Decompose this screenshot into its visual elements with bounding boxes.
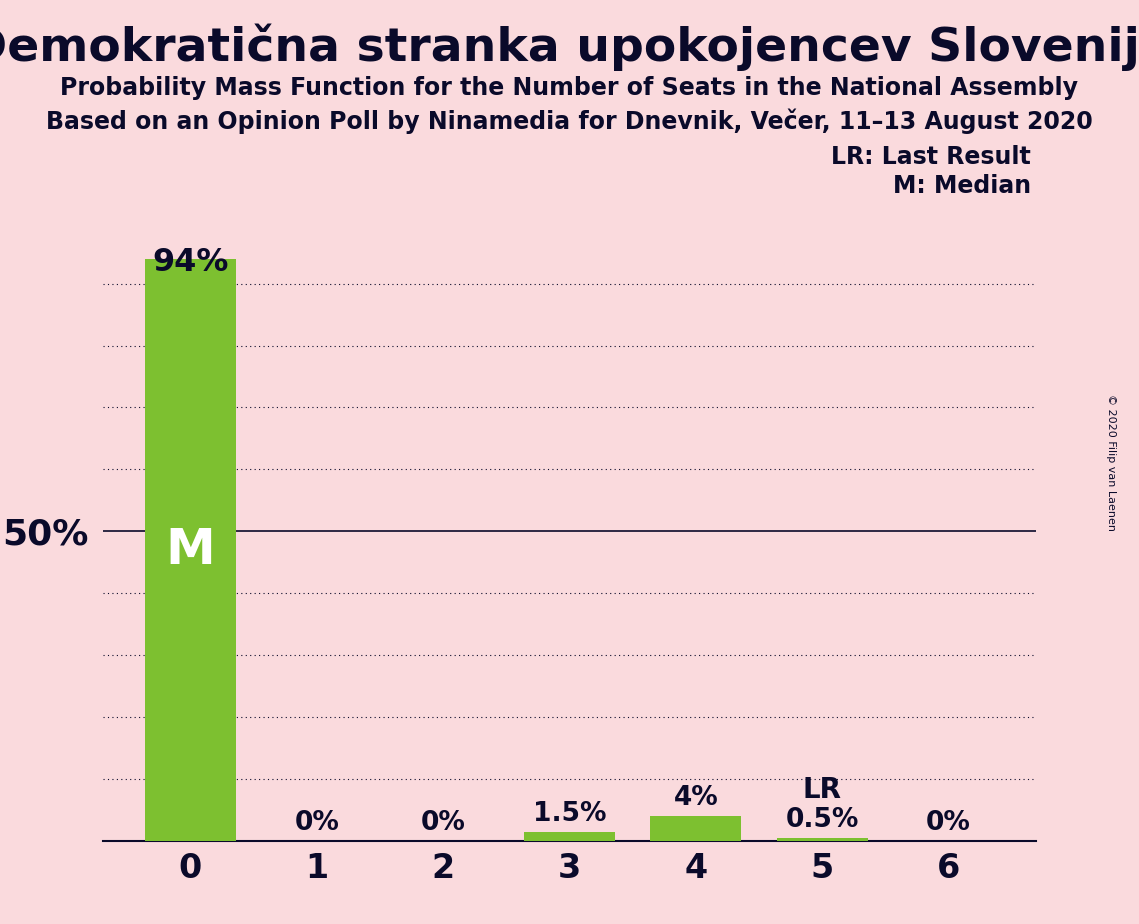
Text: 1.5%: 1.5%: [533, 800, 606, 827]
Text: Demokratična stranka upokojencev Slovenije: Demokratična stranka upokojencev Sloveni…: [0, 23, 1139, 70]
Bar: [145, 259, 236, 841]
Text: LR: LR: [803, 775, 842, 804]
Text: 0%: 0%: [294, 810, 339, 836]
Text: 0%: 0%: [420, 810, 466, 836]
Bar: [524, 832, 615, 841]
Text: Probability Mass Function for the Number of Seats in the National Assembly: Probability Mass Function for the Number…: [60, 76, 1079, 100]
Bar: [650, 816, 741, 841]
Text: M: M: [165, 526, 215, 574]
Bar: [777, 838, 868, 841]
Text: 0.5%: 0.5%: [786, 807, 859, 833]
Text: 94%: 94%: [153, 247, 229, 277]
Text: 0%: 0%: [926, 810, 970, 836]
Text: LR: Last Result: LR: Last Result: [831, 145, 1031, 169]
Text: © 2020 Filip van Laenen: © 2020 Filip van Laenen: [1106, 394, 1115, 530]
Text: M: Median: M: Median: [893, 174, 1031, 198]
Text: 4%: 4%: [673, 785, 719, 811]
Text: Based on an Opinion Poll by Ninamedia for Dnevnik, Večer, 11–13 August 2020: Based on an Opinion Poll by Ninamedia fo…: [46, 108, 1093, 134]
